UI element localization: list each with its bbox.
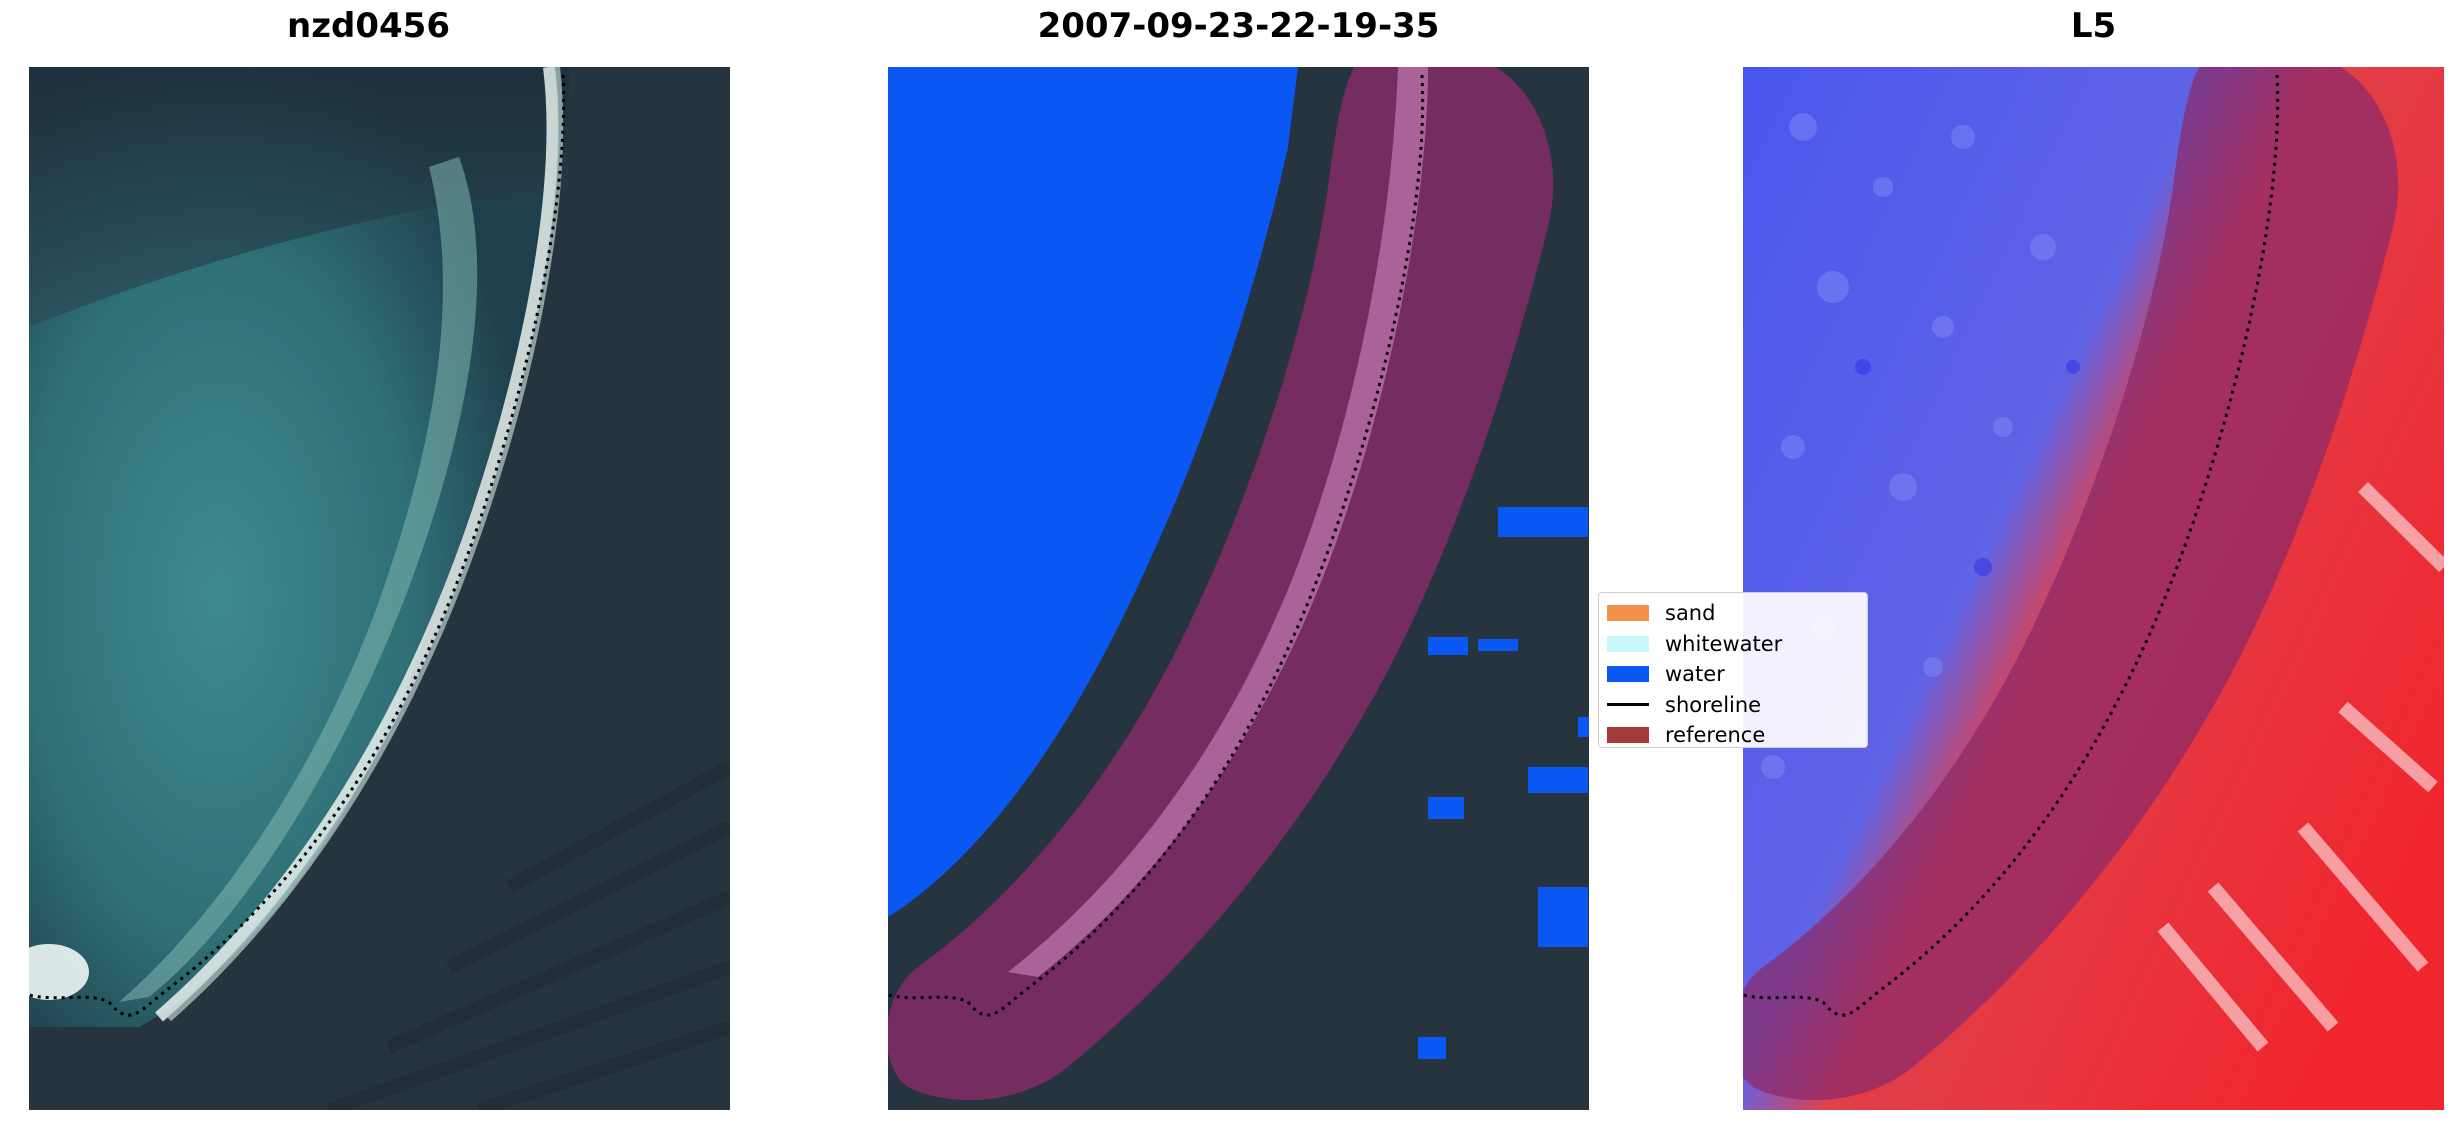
shoreline-trace: [29, 74, 566, 1017]
legend-swatch-water: [1607, 666, 1649, 683]
index-map: [1743, 67, 2444, 1110]
legend-label: whitewater: [1665, 631, 1783, 656]
legend-label: sand: [1665, 601, 1716, 626]
legend-swatch-shoreline: [1607, 703, 1649, 707]
legend-item-whitewater: whitewater: [1607, 629, 1867, 660]
reference-buffer: [1743, 67, 2399, 1101]
legend-item-water: water: [1607, 659, 1867, 690]
rgb-image: [29, 67, 730, 1110]
panel-title-2: 2007-09-23-22-19-35: [1037, 6, 1440, 46]
legend-item-shoreline: shoreline: [1607, 690, 1867, 721]
classification-map: [888, 67, 1589, 1110]
panel-title-3: L5: [2070, 6, 2117, 46]
legend-label: water: [1665, 662, 1725, 687]
legend-item-sand: sand: [1607, 598, 1867, 629]
legend: sand whitewater water shoreline referenc…: [1598, 592, 1868, 748]
classification-panel: [888, 67, 1589, 1110]
water-class-region: [888, 67, 1298, 917]
rgb-image-panel: [29, 67, 730, 1110]
legend-swatch-sand: [1607, 605, 1649, 622]
legend-swatch-reference: [1607, 727, 1649, 744]
shoreline-trace: [888, 74, 1425, 1017]
legend-label: reference: [1665, 723, 1766, 748]
legend-label: shoreline: [1665, 692, 1762, 717]
legend-swatch-whitewater: [1607, 635, 1649, 652]
panel-title-1: nzd0456: [287, 6, 450, 46]
shoreline-trace: [1743, 74, 2280, 1017]
legend-item-reference: reference: [1607, 720, 1867, 748]
index-panel: [1743, 67, 2444, 1110]
